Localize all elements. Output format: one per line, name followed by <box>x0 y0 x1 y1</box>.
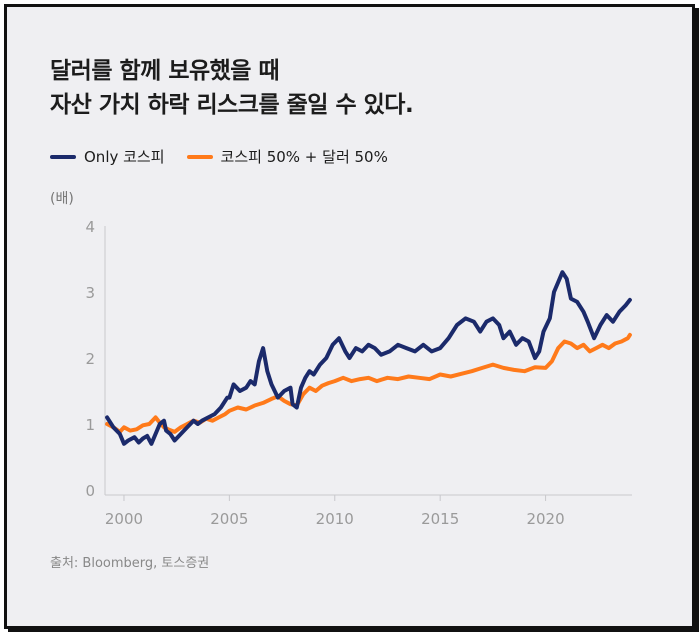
chart-title: 달러를 함께 보유했을 때 자산 가치 하락 리스크를 줄일 수 있다. <box>50 54 414 122</box>
y-tick-label: 0 <box>85 482 95 500</box>
x-tick-label: 2020 <box>526 510 564 528</box>
legend-label-mixed: 코스피 50% + 달러 50% <box>220 148 388 166</box>
y-tick-label: 4 <box>85 218 95 236</box>
y-tick-label: 1 <box>85 416 95 434</box>
y-axis-unit: (배) <box>50 191 74 207</box>
series-line-kospi <box>105 270 632 446</box>
legend-item-mixed: 코스피 50% + 달러 50% <box>186 146 388 167</box>
x-tick-label: 2010 <box>316 510 354 528</box>
title-line-2: 자산 가치 하락 리스크를 줄일 수 있다. <box>50 92 414 118</box>
x-tick-label: 2015 <box>421 510 459 528</box>
y-tick-label: 3 <box>85 284 95 302</box>
y-tick-label: 2 <box>85 350 95 368</box>
legend-label-kospi: Only 코스피 <box>84 148 165 166</box>
legend: Only 코스피 코스피 50% + 달러 50% <box>50 146 388 167</box>
legend-swatch-kospi <box>50 154 76 159</box>
x-tick-label: 2005 <box>210 510 248 528</box>
legend-swatch-mixed <box>186 154 213 159</box>
x-tick-label: 2000 <box>105 510 143 528</box>
series-line-mixed <box>105 332 632 434</box>
source-note: 출처: Bloomberg, 토스증권 <box>50 556 210 571</box>
chart-card <box>4 4 695 629</box>
title-line-1: 달러를 함께 보유했을 때 <box>50 58 280 84</box>
legend-item-kospi: Only 코스피 <box>50 146 165 167</box>
